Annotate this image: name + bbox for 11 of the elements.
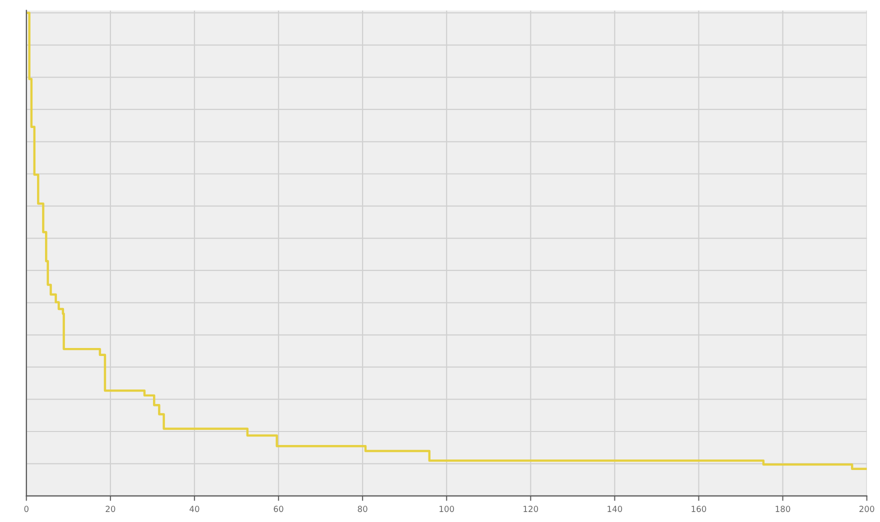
x-tick-label: 200	[859, 506, 874, 512]
x-tick-label: 180	[776, 506, 790, 512]
x-tick-label: 0	[24, 506, 28, 512]
x-tick-label: 60	[274, 506, 284, 512]
x-tick-label: 160	[692, 506, 706, 512]
x-tick-label: 120	[524, 506, 538, 512]
x-tick-label: 40	[190, 506, 200, 512]
x-tick-label: 140	[608, 506, 622, 512]
x-tick-label: 80	[358, 506, 368, 512]
x-tick-label: 100	[440, 506, 454, 512]
x-tick-label: 20	[106, 506, 116, 512]
